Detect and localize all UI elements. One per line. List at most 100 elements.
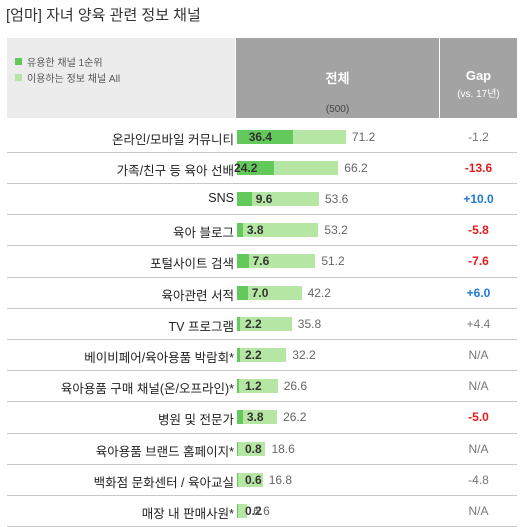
row-divider	[7, 401, 517, 403]
value-label-top: 2.2	[245, 316, 262, 331]
bar-all-channel	[237, 379, 278, 394]
chart-title: [엄마] 자녀 양육 관련 정보 채널	[6, 7, 201, 24]
gap-value: +4.4	[466, 316, 491, 331]
value-label-top: 24.2	[234, 160, 258, 175]
bar-top-channel	[237, 348, 241, 362]
gap-column-header: Gap (vs. 17년)	[440, 38, 517, 118]
legend: 유용한 채널 1순위 이용하는 정보 채널 All	[7, 38, 235, 118]
category-label: 베이비페어/육아용품 박람회*	[84, 351, 234, 365]
legend-item-all: 이용하는 정보 채널 All	[15, 70, 120, 85]
row-divider	[7, 432, 517, 434]
bar-all-channel	[237, 348, 287, 362]
bar-top-channel	[237, 285, 248, 300]
row-divider	[7, 494, 517, 496]
value-label-top: 0.8	[245, 441, 262, 456]
category-label: SNS	[208, 191, 234, 205]
category-label: 백화점 문화센터 / 육아교실	[93, 475, 234, 490]
category-label: 육아 블로그	[173, 226, 234, 241]
sample-size: (500)	[325, 104, 350, 115]
bar-top-channel	[237, 441, 239, 456]
value-label-top: 9.6	[255, 192, 273, 206]
gap-value: N/A	[468, 441, 489, 456]
category-label: 매장 내 판매사원*	[141, 507, 234, 521]
value-label-all: 66.2	[344, 160, 368, 175]
gap-value: N/A	[468, 348, 489, 362]
legend-label-top: 유용한 채널 1순위	[27, 58, 103, 69]
bar-all-channel	[237, 223, 319, 238]
row-divider	[7, 276, 517, 278]
gap-value: -7.6	[468, 254, 489, 269]
bar-top-channel	[237, 254, 249, 269]
bar-top-channel	[237, 472, 238, 487]
gap-value: -1.2	[468, 129, 489, 144]
gap-column-label: Gap	[465, 68, 492, 83]
total-column-header: 전체	[236, 38, 439, 118]
category-label: 병원 및 전문가	[158, 413, 234, 428]
value-label-all: 42.2	[307, 285, 331, 300]
bar-top-channel	[237, 410, 243, 425]
category-label: 육아용품 구매 채널(온/오프라인)*	[60, 382, 234, 397]
bar-all-channel	[237, 285, 302, 300]
total-column-label: 전체	[325, 71, 350, 86]
bar-top-channel	[237, 379, 239, 394]
category-label: 포털사이트 검색	[150, 257, 234, 272]
value-label-all: 53.6	[325, 192, 349, 206]
value-label-top: 0.6	[245, 472, 262, 487]
gap-value: N/A	[468, 379, 489, 394]
value-label-all: 71.2	[351, 129, 376, 144]
bar-all-channel	[237, 410, 278, 425]
value-label-top: 7.6	[252, 254, 270, 269]
gap-value: N/A	[468, 504, 489, 518]
row-divider	[7, 370, 517, 372]
value-label-all: 18.6	[271, 441, 295, 456]
value-label-top: 7.0	[251, 285, 269, 300]
value-label-all: 16.8	[268, 472, 293, 487]
bar-top-channel	[237, 192, 252, 206]
value-label-all: 26.2	[283, 410, 307, 425]
bar-all-channel	[237, 441, 266, 456]
category-label: 가족/친구 등 육아 선배	[116, 163, 234, 178]
legend-swatch-all	[15, 74, 22, 81]
value-label-top: 36.4	[248, 129, 273, 144]
value-label-all: 35.8	[297, 316, 322, 331]
category-label: 육아관련 서적	[161, 288, 234, 303]
row-divider	[7, 214, 517, 216]
value-label-top: 1.2	[245, 379, 262, 394]
row-divider	[7, 151, 517, 153]
row-divider	[7, 182, 517, 184]
bar-top-channel	[237, 223, 243, 238]
gap-value: -5.0	[468, 410, 489, 425]
bar-top-channel	[237, 160, 275, 175]
gap-column-sublabel: (vs. 17년)	[457, 89, 500, 100]
value-label-top: 2.2	[245, 348, 262, 362]
value-label-top: 3.8	[246, 223, 264, 238]
legend-swatch-top	[15, 58, 22, 65]
gap-value: -5.8	[468, 223, 489, 238]
bar-all-channel	[237, 316, 292, 331]
value-label-top: 3.8	[246, 410, 264, 425]
bar-top-channel	[237, 129, 293, 144]
row-divider	[7, 463, 517, 465]
bar-all-channel	[237, 192, 319, 206]
bar-all-channel	[237, 254, 316, 269]
category-label: 육아용품 브랜드 홈페이지*	[95, 444, 234, 459]
bar-all-channel	[237, 504, 248, 518]
legend-label-all: 이용하는 정보 채널 All	[27, 74, 121, 85]
legend-item-top: 유용한 채널 1순위	[15, 54, 103, 69]
row-divider	[7, 338, 517, 340]
value-label-all: 32.2	[292, 348, 316, 362]
bar-top-channel	[237, 504, 238, 518]
category-label: TV 프로그램	[168, 319, 234, 334]
category-label: 온라인/모바일 커뮤니티	[112, 132, 234, 147]
value-label-all: 6.6	[253, 504, 270, 518]
gap-value: +6.0	[466, 285, 491, 300]
gap-value: -13.6	[464, 160, 493, 175]
value-label-all: 53.2	[324, 223, 348, 238]
gap-value: -4.8	[468, 472, 489, 487]
row-divider	[7, 245, 517, 247]
bar-top-channel	[237, 316, 241, 331]
value-label-all: 26.6	[283, 379, 308, 394]
row-divider	[7, 307, 517, 309]
gap-value: +10.0	[463, 192, 494, 206]
value-label-all: 51.2	[321, 254, 345, 269]
